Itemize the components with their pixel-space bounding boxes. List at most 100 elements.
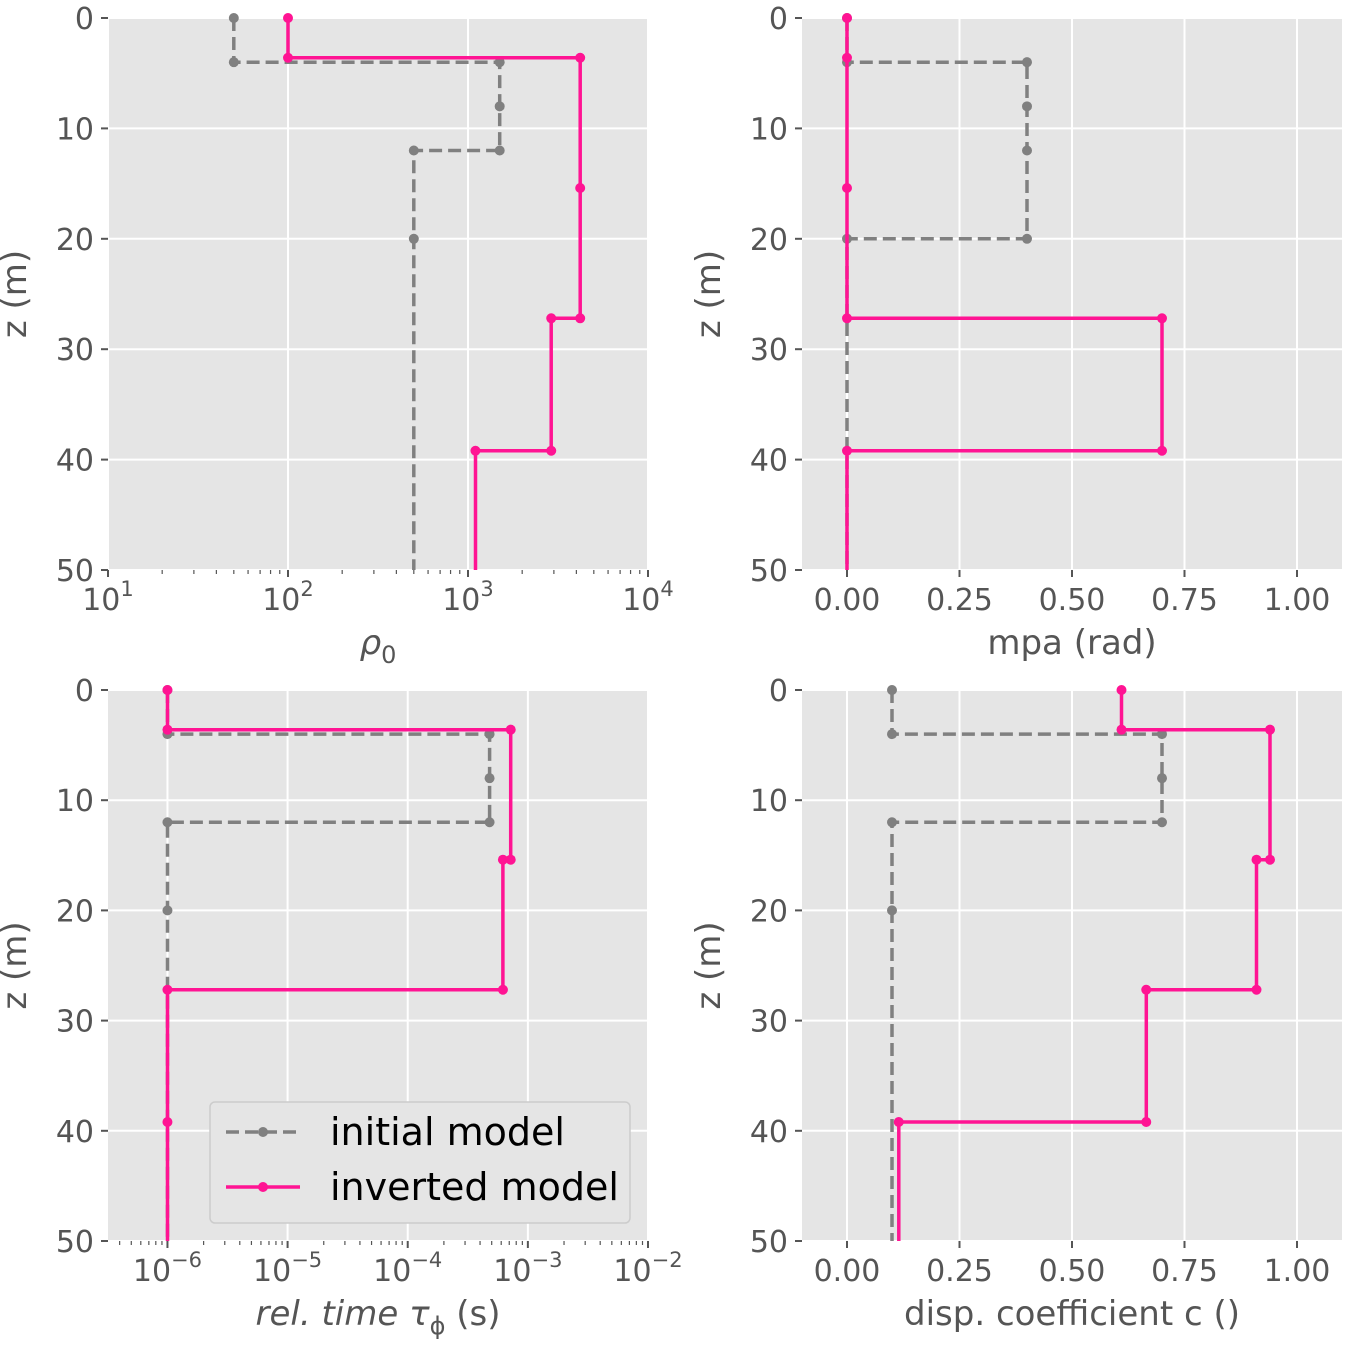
data-point — [1265, 854, 1275, 865]
x-tick-label: 10−6 — [133, 1248, 202, 1289]
x-tick-label: 10−3 — [493, 1248, 562, 1289]
data-point — [1157, 817, 1167, 828]
legend-label: inverted model — [330, 1165, 619, 1209]
y-axis-label: z (m) — [0, 250, 35, 338]
y-tick-label: 30 — [750, 333, 788, 368]
y-tick-label: 40 — [56, 444, 94, 479]
data-point — [575, 183, 586, 194]
x-tick-label: 0.75 — [1151, 583, 1218, 618]
x-tick-label: 0.00 — [814, 1254, 881, 1289]
data-point — [893, 1116, 904, 1127]
x-tick-label: 10−4 — [373, 1248, 442, 1289]
panel-2: 0.00 0.25 0.50 0.75 1.00 0 10 20 30 40 50 mpa (rad)… — [689, 2, 1342, 663]
data-point — [484, 773, 495, 784]
data-point — [887, 905, 897, 916]
x-tick-label: 0.50 — [1039, 583, 1106, 618]
x-tick-label: 0.00 — [814, 583, 881, 618]
x-tick-label: 0.50 — [1039, 1254, 1106, 1289]
y-tick-label: 10 — [750, 784, 788, 819]
y-tick-label: 20 — [56, 894, 94, 929]
legend-box — [209, 1101, 631, 1224]
data-point — [484, 729, 495, 740]
y-axis-label: z (m) — [689, 250, 729, 338]
y-tick-label: 10 — [750, 112, 788, 147]
y-tick-label: 40 — [750, 1115, 788, 1150]
panel-3: 10−6 10−5 10−4 10−3 10−2 0 10 20 30 40 50 rel. time… — [0, 674, 683, 1340]
x-tick-label: 10−2 — [613, 1248, 682, 1289]
data-point — [497, 984, 508, 995]
panel-1: 101 102 103 104 0 10 20 30 40 50 ρ0 z (m) — [0, 2, 674, 669]
y-axis-label: z (m) — [689, 921, 729, 1009]
x-axis-label: rel. time τϕ (s) — [256, 1294, 501, 1340]
data-point — [505, 724, 516, 735]
data-point — [842, 52, 852, 63]
data-point — [887, 729, 897, 740]
data-point — [283, 52, 293, 63]
data-point — [575, 52, 586, 63]
x-tick-label: 103 — [442, 577, 494, 618]
x-tick-label: 0.25 — [926, 583, 993, 618]
data-point — [1022, 101, 1032, 112]
series-line — [897, 690, 1272, 1241]
data-point — [546, 445, 557, 456]
x-axis-label: disp. coefficient c () — [904, 1294, 1240, 1334]
y-tick-label: 50 — [750, 1225, 788, 1260]
data-point — [494, 57, 505, 68]
panel-4: 0.00 0.25 0.50 0.75 1.00 0 10 20 30 40 50 disp. coe… — [689, 674, 1342, 1334]
data-point — [842, 445, 852, 456]
data-point — [887, 685, 897, 695]
data-point — [162, 685, 173, 695]
data-point — [228, 57, 239, 68]
data-point — [1157, 313, 1167, 324]
y-tick-label: 50 — [56, 554, 94, 589]
data-point — [162, 1116, 173, 1127]
y-tick-label: 0 — [769, 674, 788, 709]
data-point — [546, 313, 557, 324]
x-tick-label: 0.75 — [1151, 1254, 1218, 1289]
y-tick-label: 30 — [56, 1005, 94, 1040]
series-line — [232, 18, 502, 570]
series-inverted-model — [893, 685, 1275, 1241]
data-point — [408, 145, 419, 156]
y-tick-label: 30 — [56, 333, 94, 368]
y-tick-label: 20 — [56, 223, 94, 258]
data-point — [1022, 57, 1032, 68]
data-point — [1116, 685, 1127, 695]
data-point — [162, 984, 173, 995]
x-tick-label: 101 — [82, 577, 134, 618]
data-point — [1022, 145, 1032, 156]
plot-area — [108, 18, 648, 570]
data-point — [162, 905, 173, 916]
y-tick-label: 10 — [56, 784, 94, 819]
data-point — [228, 13, 239, 23]
x-tick-label: 10−5 — [253, 1248, 322, 1289]
data-point — [842, 313, 852, 324]
data-point — [1251, 854, 1262, 865]
series-initial-model — [228, 13, 505, 570]
x-axis-label: ρ0 — [360, 623, 397, 669]
series-inverted-model — [283, 13, 586, 570]
x-tick-label: 102 — [262, 577, 314, 618]
x-tick-label: 104 — [622, 577, 674, 618]
y-tick-label: 50 — [56, 1225, 94, 1260]
x-tick-label: 0.25 — [926, 1254, 993, 1289]
y-tick-label: 20 — [750, 223, 788, 258]
data-point — [283, 13, 293, 23]
data-point — [505, 854, 516, 865]
data-point — [1265, 724, 1275, 735]
x-tick-label: 1.00 — [1264, 1254, 1331, 1289]
data-point — [162, 817, 173, 828]
data-point — [470, 445, 481, 456]
x-tick-label: 1.00 — [1264, 583, 1331, 618]
series-inverted-model — [842, 13, 1167, 570]
data-point — [162, 724, 173, 735]
y-tick-label: 0 — [75, 2, 94, 37]
legend: initial model inverted model — [209, 1101, 631, 1224]
y-tick-label: 30 — [750, 1005, 788, 1040]
y-tick-label: 20 — [750, 894, 788, 929]
data-point — [497, 854, 508, 865]
data-point — [842, 13, 852, 23]
data-point — [408, 233, 419, 244]
data-point — [1141, 984, 1152, 995]
x-axis-label: mpa (rad) — [987, 623, 1156, 663]
